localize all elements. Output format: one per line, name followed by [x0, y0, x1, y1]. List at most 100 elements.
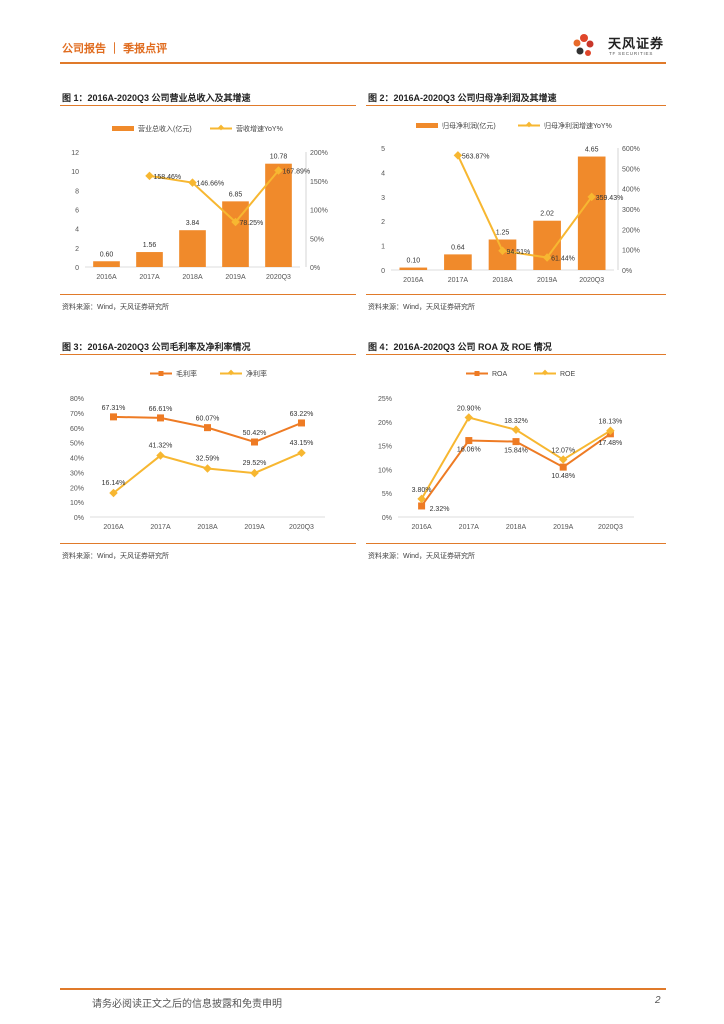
figure-3-top-rule: [60, 354, 356, 355]
growth-data-label: 158.46%: [154, 174, 182, 181]
y2-axis-tick-label: 300%: [622, 207, 640, 214]
ROA-point: [559, 463, 567, 471]
x-axis-tick-label: 2019A: [537, 277, 558, 284]
y-axis-tick-label: 2: [381, 219, 385, 226]
y-axis-tick-label: 4: [75, 227, 79, 234]
ROE-data-label: 18.32%: [504, 418, 528, 425]
x-axis-tick-label: 2016A: [403, 277, 424, 284]
figure-3-title: 图 3：2016A-2020Q3 公司毛利率及净利率情况: [62, 342, 251, 352]
y-axis-tick-label: 5: [381, 146, 385, 153]
x-axis-tick-label: 2017A: [448, 277, 469, 284]
ROA-data-label: 15.84%: [504, 448, 528, 455]
bar: [399, 267, 428, 270]
legend-line-marker: [526, 121, 532, 128]
bar: [93, 261, 120, 267]
y2-axis-tick-label: 0%: [310, 265, 320, 272]
x-axis-tick-label: 2018A: [506, 524, 527, 531]
bar: [444, 254, 472, 270]
y-axis-tick-label: 30%: [70, 470, 84, 477]
figure-3-chart: 80% 70% 60% 50% 40% 30% 20% 10% 0% 2016A 2017A 2018…: [70, 369, 325, 531]
ROE-data-label: 3.80%: [412, 487, 432, 494]
logo-subtitle: TF SECURITIES: [609, 51, 654, 56]
y-axis-tick-label: 60%: [70, 426, 84, 433]
flower-logo-icon: [573, 34, 594, 56]
y-axis-tick-label: 20%: [70, 485, 84, 492]
ROE-point: [606, 426, 615, 435]
growth-point: [587, 192, 596, 202]
y2-axis-tick-label: 0%: [622, 268, 632, 275]
ROE-point: [464, 413, 474, 422]
ROA-point: [418, 502, 426, 510]
legend-swatch-marker: [542, 369, 548, 376]
y-axis-tick-label: 25%: [378, 396, 392, 403]
y2-axis-tick-label: 200%: [622, 227, 640, 234]
毛利率-data-label: 63.22%: [290, 411, 314, 418]
ROA-data-label: 10.48%: [551, 473, 575, 480]
y-axis-tick-label: 1: [381, 244, 385, 251]
y2-axis-tick-label: 150%: [310, 179, 328, 186]
净利率-data-label: 32.59%: [196, 456, 220, 463]
growth-data-label: 78.25%: [240, 220, 264, 227]
x-axis-tick-label: 2016A: [411, 524, 432, 531]
y-axis-tick-label: 5%: [382, 491, 392, 498]
y2-axis-tick-label: 50%: [310, 236, 324, 243]
company-logo: [573, 34, 594, 56]
bar-data-label: 0.60: [100, 251, 114, 258]
growth-data-label: 563.87%: [462, 153, 490, 160]
figure-4-source: 资料来源：Wind，天风证券研究所: [368, 553, 475, 560]
y-axis-tick-label: 10: [71, 169, 79, 176]
figure-2-title: 图 2：2016A-2020Q3 公司归母净利润及其增速: [368, 93, 557, 103]
figure-1-title: 图 1：2016A-2020Q3 公司营业总收入及其增速: [62, 93, 251, 103]
x-axis-tick-label: 2020Q3: [598, 524, 623, 531]
growth-data-label: 167.89%: [283, 168, 311, 175]
y-axis-tick-label: 40%: [70, 456, 84, 463]
y2-axis-tick-label: 600%: [622, 146, 640, 153]
bar: [179, 230, 206, 267]
x-axis-tick-label: 2016A: [96, 274, 117, 281]
毛利率-point: [298, 419, 305, 427]
y-axis-tick-label: 0%: [382, 515, 392, 522]
y2-axis-tick-label: 500%: [622, 166, 640, 173]
growth-point: [498, 246, 507, 256]
legend-bar-swatch: [112, 126, 134, 131]
毛利率-point: [157, 414, 164, 422]
bar-data-label: 0.10: [406, 258, 420, 265]
毛利率-data-label: 50.42%: [243, 430, 267, 437]
growth-point: [542, 253, 552, 262]
report-type-label: 公司报告 ｜ 季报点评: [62, 43, 168, 55]
figure-1-bottom-rule: [60, 294, 356, 295]
y-axis-tick-label: 10%: [378, 467, 392, 474]
figure-2-source: 资料来源：Wind，天风证券研究所: [368, 304, 475, 311]
legend-label: 毛利率: [176, 369, 197, 378]
growth-point: [145, 171, 154, 181]
净利率-data-label: 29.52%: [243, 460, 267, 467]
figure-1-top-rule: [60, 105, 356, 106]
y-axis-tick-label: 70%: [70, 411, 84, 418]
growth-line: [149, 169, 280, 224]
figure-1-chart: 12 10 8 6 4 2 0 200% 150% 100% 50% 0% 2016A 2017A 2018…: [71, 124, 328, 281]
figure-4-chart: 25% 20% 15% 10% 5% 0% 2016A 2017A 2018A 2019A 2020…: [378, 369, 634, 531]
legend-label: ROE: [560, 371, 576, 378]
legend-swatch-marker: [474, 371, 480, 376]
growth-point: [453, 151, 463, 160]
legend-line-label: 归母净利润增速YoY%: [544, 121, 612, 130]
x-axis-tick-label: 2018A: [197, 524, 218, 531]
x-axis-tick-label: 2018A: [182, 274, 203, 281]
growth-line: [456, 154, 593, 259]
y-axis-tick-label: 80%: [70, 396, 84, 403]
y-axis-tick-label: 2: [75, 246, 79, 253]
bar-data-label: 0.64: [451, 244, 465, 251]
毛利率-data-label: 60.07%: [196, 416, 220, 423]
ROA-point: [512, 438, 520, 446]
y-axis-tick-label: 4: [381, 170, 385, 177]
x-axis-tick-label: 2020Q3: [289, 524, 314, 531]
毛利率-data-label: 66.61%: [149, 406, 173, 413]
x-axis-tick-label: 2017A: [459, 524, 480, 531]
y-axis-tick-label: 8: [75, 188, 79, 195]
footer-disclaimer: 请务必阅读正文之后的信息披露和免责申明: [92, 999, 282, 1010]
growth-point: [274, 166, 283, 175]
x-axis-tick-label: 2019A: [225, 274, 246, 281]
growth-point: [231, 217, 240, 227]
legend-line-label: 营收增速YoY%: [236, 124, 283, 133]
y2-axis-tick-label: 400%: [622, 187, 640, 194]
